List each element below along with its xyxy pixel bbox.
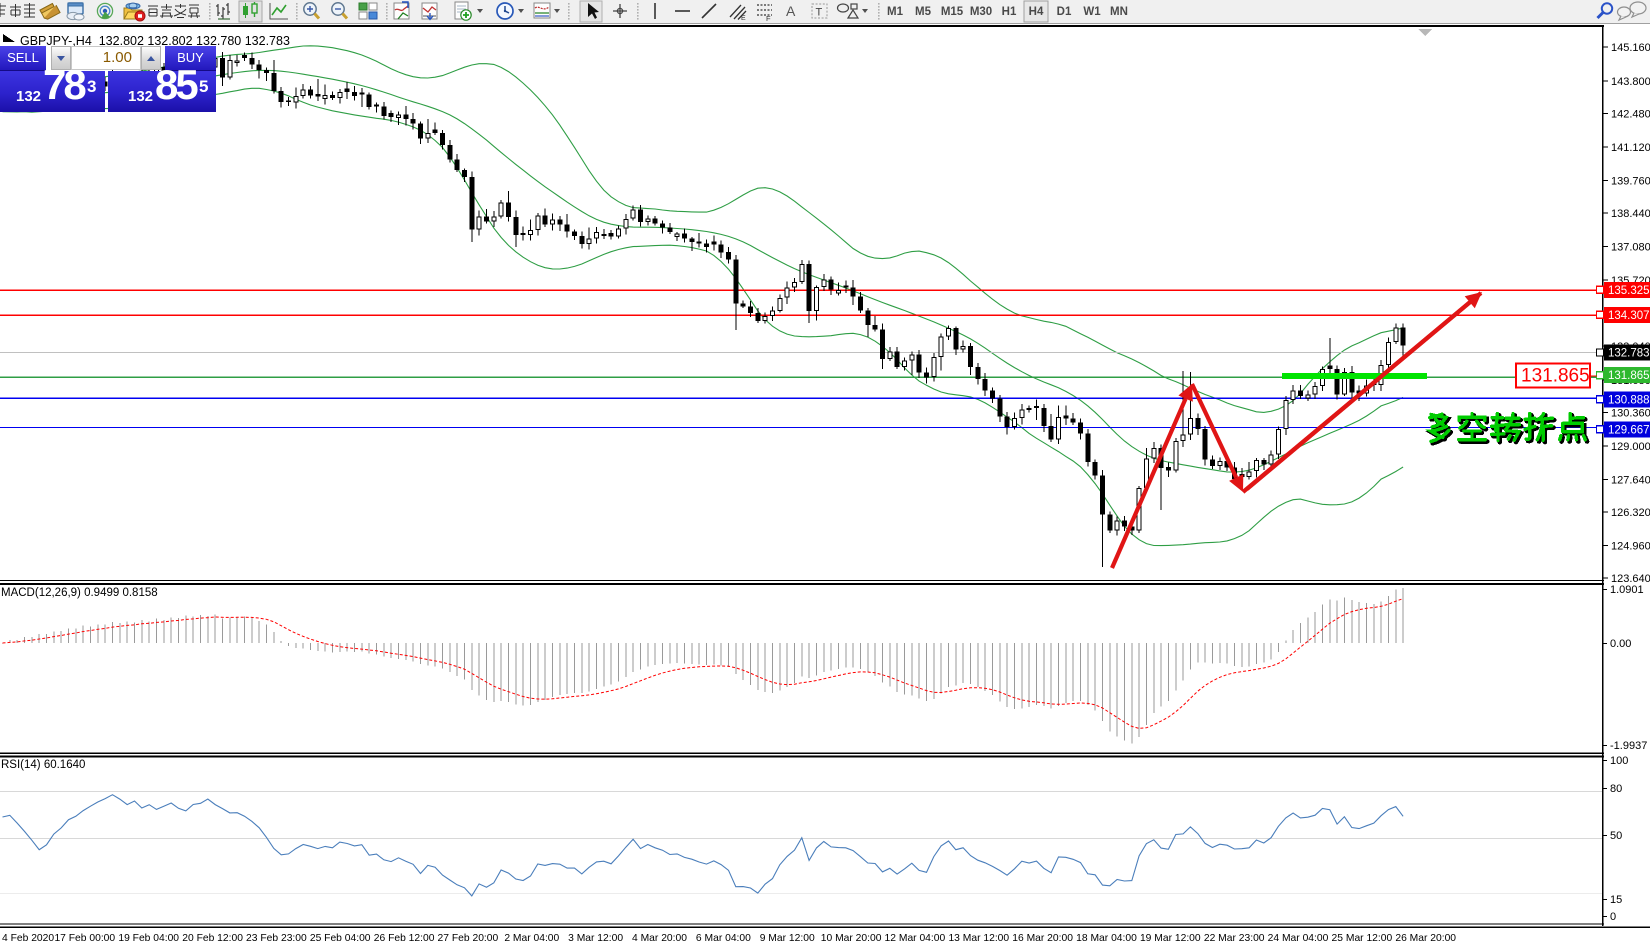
svg-text:H1: H1 xyxy=(1002,6,1017,18)
svg-text:2 Mar 04:00: 2 Mar 04:00 xyxy=(504,933,559,944)
svg-text:3 Mar 12:00: 3 Mar 12:00 xyxy=(568,933,623,944)
svg-text:138.440: 138.440 xyxy=(1611,208,1650,220)
svg-text:50: 50 xyxy=(1610,830,1622,842)
svg-text:26 Mar 20:00: 26 Mar 20:00 xyxy=(1395,933,1456,944)
svg-text:19 Feb 04:00: 19 Feb 04:00 xyxy=(118,933,179,944)
svg-text:27 Feb 20:00: 27 Feb 20:00 xyxy=(438,933,499,944)
svg-text:M15: M15 xyxy=(941,6,964,18)
svg-text:25 Mar 12:00: 25 Mar 12:00 xyxy=(1332,933,1393,944)
svg-text:141.120: 141.120 xyxy=(1611,142,1650,154)
svg-text:135.325: 135.325 xyxy=(1608,285,1650,297)
svg-text:134.307: 134.307 xyxy=(1608,310,1650,322)
svg-text:143.800: 143.800 xyxy=(1611,76,1650,88)
svg-text:145.160: 145.160 xyxy=(1611,42,1650,54)
svg-text:4 Feb 2020: 4 Feb 2020 xyxy=(2,933,54,944)
svg-text:GBPJPY-,H4 132.802 132.802 13: GBPJPY-,H4 132.802 132.802 132.780 132.7… xyxy=(20,34,290,48)
svg-text:-1.9937: -1.9937 xyxy=(1610,740,1647,752)
svg-text:H4: H4 xyxy=(1029,6,1044,18)
svg-text:80: 80 xyxy=(1610,783,1622,795)
svg-text:MN: MN xyxy=(1110,6,1128,18)
svg-text:4 Mar 20:00: 4 Mar 20:00 xyxy=(632,933,687,944)
svg-text:1.0901: 1.0901 xyxy=(1610,584,1644,596)
svg-text:9 Mar 12:00: 9 Mar 12:00 xyxy=(760,933,815,944)
svg-text:132.783: 132.783 xyxy=(1608,348,1650,360)
svg-text:A: A xyxy=(786,3,796,19)
svg-text:126.320: 126.320 xyxy=(1611,507,1650,519)
svg-text:139.760: 139.760 xyxy=(1611,175,1650,187)
svg-text:20 Feb 12:00: 20 Feb 12:00 xyxy=(182,933,243,944)
svg-text:131.865: 131.865 xyxy=(1608,370,1650,382)
svg-text:131.865: 131.865 xyxy=(1521,366,1590,387)
svg-text:123.640: 123.640 xyxy=(1611,573,1650,585)
svg-text:100: 100 xyxy=(1610,755,1628,767)
svg-text:19 Mar 12:00: 19 Mar 12:00 xyxy=(1140,933,1201,944)
svg-text:12 Mar 04:00: 12 Mar 04:00 xyxy=(885,933,946,944)
svg-text:18 Mar 04:00: 18 Mar 04:00 xyxy=(1076,933,1137,944)
svg-text:127.640: 127.640 xyxy=(1611,474,1650,486)
svg-text:129.667: 129.667 xyxy=(1608,424,1650,436)
svg-text:124.960: 124.960 xyxy=(1611,541,1650,553)
svg-text:17 Feb 00:00: 17 Feb 00:00 xyxy=(54,933,115,944)
svg-text:10 Mar 20:00: 10 Mar 20:00 xyxy=(821,933,882,944)
svg-text:0.00: 0.00 xyxy=(1610,638,1631,650)
svg-text:130.360: 130.360 xyxy=(1611,407,1650,419)
svg-text:24 Mar 04:00: 24 Mar 04:00 xyxy=(1268,933,1329,944)
svg-text:142.480: 142.480 xyxy=(1611,108,1650,120)
svg-text:T: T xyxy=(816,7,823,19)
svg-text:16 Mar 20:00: 16 Mar 20:00 xyxy=(1012,933,1073,944)
svg-text:MACD(12,26,9) 0.9499 0.8158: MACD(12,26,9) 0.9499 0.8158 xyxy=(1,587,158,599)
svg-text:M5: M5 xyxy=(915,6,932,18)
svg-text:F: F xyxy=(766,14,771,23)
svg-text:22 Mar 23:00: 22 Mar 23:00 xyxy=(1204,933,1265,944)
svg-text:25 Feb 04:00: 25 Feb 04:00 xyxy=(310,933,371,944)
svg-text:M30: M30 xyxy=(970,6,992,18)
svg-text:130.888: 130.888 xyxy=(1608,394,1650,406)
svg-text:6 Mar 04:00: 6 Mar 04:00 xyxy=(696,933,751,944)
svg-text:23 Feb 23:00: 23 Feb 23:00 xyxy=(246,933,307,944)
svg-text:W1: W1 xyxy=(1083,6,1101,18)
svg-text:137.080: 137.080 xyxy=(1611,242,1650,254)
svg-text:D1: D1 xyxy=(1057,6,1072,18)
svg-text:M1: M1 xyxy=(887,6,904,18)
svg-text:RSI(14) 60.1640: RSI(14) 60.1640 xyxy=(1,759,85,771)
svg-text:15: 15 xyxy=(1610,894,1622,906)
svg-text:13 Mar 12:00: 13 Mar 12:00 xyxy=(948,933,1009,944)
svg-text:129.000: 129.000 xyxy=(1611,441,1650,453)
svg-text:26 Feb 12:00: 26 Feb 12:00 xyxy=(374,933,435,944)
svg-text:0: 0 xyxy=(1610,911,1616,923)
svg-text:E: E xyxy=(741,15,746,22)
